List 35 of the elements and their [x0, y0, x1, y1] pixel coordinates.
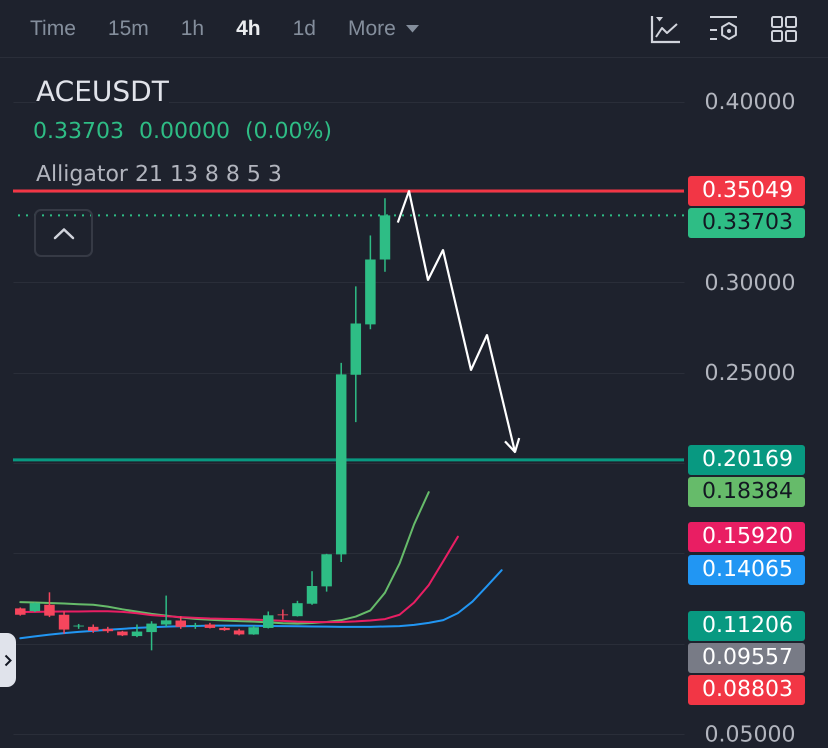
candlestick	[248, 624, 259, 636]
text: ACEUSDT	[36, 75, 169, 109]
candlestick	[146, 620, 157, 652]
text: 0.33703 0.00000 (0.00%)	[33, 119, 332, 146]
text: 0.09557	[688, 643, 805, 674]
ref-line-label: 0.33703	[688, 208, 805, 238]
candlestick	[44, 592, 55, 618]
candlestick	[160, 594, 172, 628]
candlestick	[306, 570, 318, 606]
candlestick	[278, 608, 288, 620]
text: 15m	[108, 16, 149, 40]
text: Time	[30, 16, 76, 40]
y-tick-label: 0.05000	[704, 722, 796, 748]
text: 0.08803	[688, 675, 805, 706]
text: More	[348, 16, 396, 40]
text: 1d	[292, 16, 316, 40]
y-tick-label: 0.40000	[704, 90, 796, 116]
text: 0.11206	[688, 611, 805, 642]
candlestick	[176, 615, 186, 630]
line-series	[19, 569, 503, 640]
text: 0.18384	[688, 477, 805, 508]
candlestick	[132, 624, 142, 638]
annotation: Alligator 21 13 8 8 5 3	[36, 162, 282, 188]
text: 0.14065	[688, 555, 805, 586]
ref-line-label: 0.20169	[688, 444, 805, 475]
text: 0.15920	[688, 522, 805, 552]
candlestick	[263, 610, 274, 630]
ref-line-label: 0.35049	[688, 176, 805, 206]
text: 1h	[180, 16, 204, 40]
candlestick	[30, 602, 40, 613]
candlestick	[58, 610, 70, 634]
y-tick-label: 0.25000	[704, 361, 796, 386]
y-tick-label: 0.30000	[704, 270, 796, 296]
candlestick	[292, 600, 303, 618]
text: 4h	[236, 16, 261, 40]
